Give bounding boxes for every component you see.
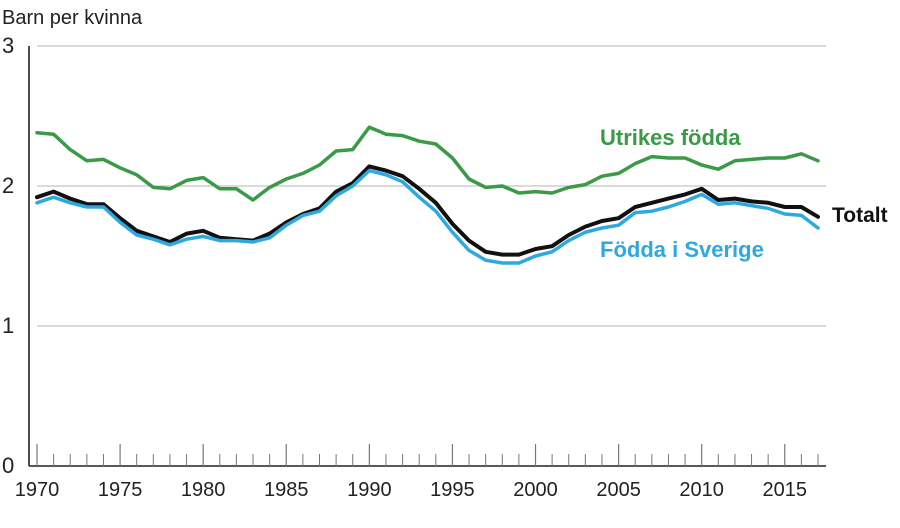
x-tick-label: 1990: [347, 479, 392, 501]
gridlines: [37, 45, 826, 327]
series-lines: [35, 125, 820, 265]
x-tick-label: 1985: [264, 479, 309, 501]
series-label: Utrikes födda: [600, 125, 741, 150]
series-label: Födda i Sverige: [600, 237, 764, 262]
x-tick-label: 2010: [679, 479, 724, 501]
x-tick-label: 1980: [181, 479, 226, 501]
x-tick-label: 2015: [763, 479, 808, 501]
y-tick-label: 0: [2, 453, 14, 478]
series-line-f-dda-i-sverige: [35, 168, 820, 265]
series-line-totalt: [35, 164, 820, 257]
series-labels: Utrikes födda Totalt Födda i Sverige: [600, 125, 888, 262]
series-label: Totalt: [832, 204, 888, 227]
y-tick-label: 3: [2, 33, 14, 58]
x-tick-label: 1975: [98, 479, 143, 501]
y-tick-label: 2: [2, 173, 14, 198]
y-tick-label: 1: [2, 313, 14, 338]
y-axis-label: Barn per kvinna: [2, 7, 143, 29]
x-tick-label: 2005: [596, 479, 641, 501]
x-tick-label: 2000: [513, 479, 558, 501]
x-tick-label: 1995: [430, 479, 475, 501]
series-line-utrikes-f-dda: [35, 125, 820, 202]
axes: 0 1 2 3 1970 1975 1980 1985 1990 1995 2000 2005 2010…: [2, 33, 826, 501]
x-tick-label: 1970: [15, 479, 60, 501]
